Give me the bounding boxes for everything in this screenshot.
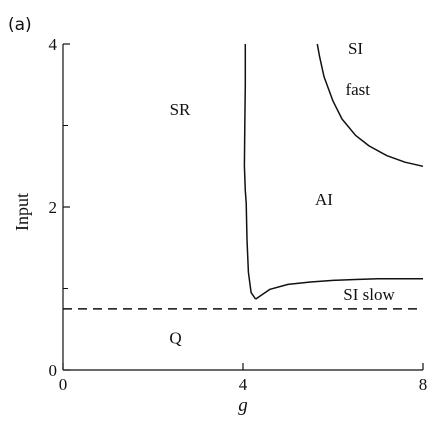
- panel-label: (a): [8, 15, 32, 35]
- region-label-sr: SR: [170, 100, 191, 119]
- x-tick-label: 0: [59, 375, 68, 394]
- y-axis-label: Input: [12, 193, 32, 231]
- y-tick-label: 4: [49, 35, 58, 54]
- curves-group: [63, 43, 424, 310]
- boundary-ai-sifast-curve: [316, 43, 424, 168]
- ticks-group: 0 4 8 0 2 4: [49, 35, 427, 394]
- boundary-sr-ai-curve: [243, 44, 257, 300]
- region-label-q: Q: [169, 328, 181, 347]
- y-tick-label: 0: [49, 361, 58, 380]
- region-label-si: SI: [348, 39, 363, 58]
- boundary-ai-sislow-curve: [255, 277, 423, 300]
- plot-area: SR AI SI fast SI slow Q 0 4 8 0 2 4: [49, 35, 427, 394]
- y-tick-label: 2: [49, 198, 58, 217]
- region-label-fast: fast: [345, 80, 370, 99]
- x-axis-label: g: [238, 395, 248, 416]
- x-tick-label: 8: [419, 375, 427, 394]
- region-label-sislow: SI slow: [343, 285, 395, 304]
- annotations-group: SR AI SI fast SI slow Q: [169, 39, 395, 347]
- region-label-ai: AI: [315, 190, 333, 209]
- x-tick-label: 4: [239, 375, 248, 394]
